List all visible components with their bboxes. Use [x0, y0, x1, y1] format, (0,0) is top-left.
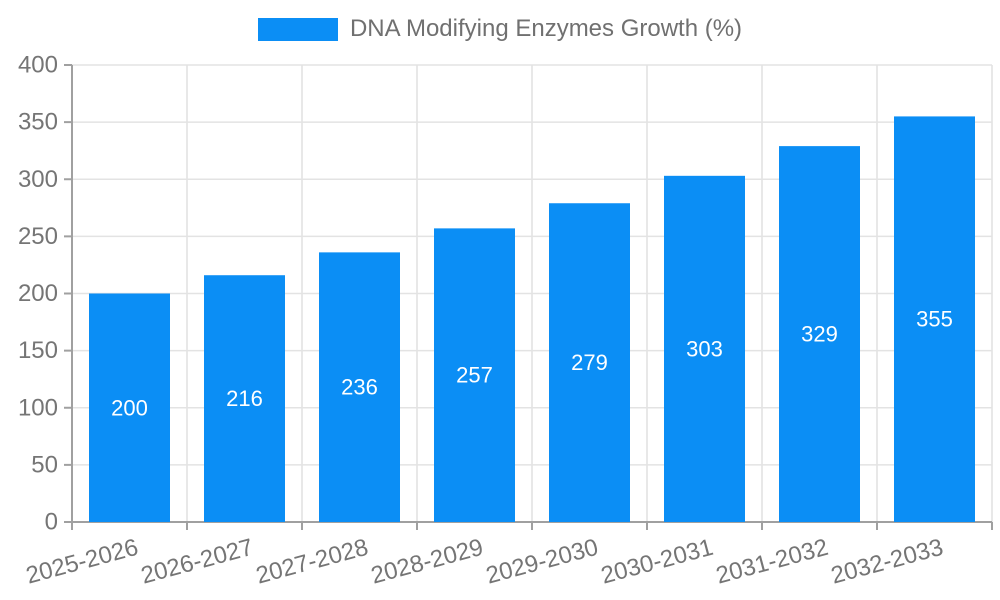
bar-value-label: 257 [456, 363, 493, 388]
x-axis-label: 2032-2033 [828, 534, 946, 590]
bar-2028-2029[interactable] [434, 228, 515, 522]
x-axis-label: 2029-2030 [483, 534, 601, 590]
bar-2029-2030[interactable] [549, 203, 630, 522]
y-axis-tick-label: 400 [18, 52, 58, 79]
bar-2032-2033[interactable] [894, 116, 975, 522]
y-axis-tick-label: 300 [18, 166, 58, 193]
bar-value-label: 303 [686, 336, 723, 361]
y-axis-tick-label: 250 [18, 223, 58, 250]
bar-2026-2027[interactable] [204, 275, 285, 522]
x-axis-label: 2025-2026 [23, 534, 141, 590]
y-axis-tick-label: 0 [45, 509, 58, 536]
bar-2031-2032[interactable] [779, 146, 860, 522]
bar-value-label: 236 [341, 375, 378, 400]
legend: DNA Modifying Enzymes Growth (%) [0, 15, 1000, 43]
bar-value-label: 355 [916, 307, 953, 332]
y-axis-tick-label: 200 [18, 280, 58, 307]
bar-2025-2026[interactable] [89, 293, 170, 523]
y-axis-tick-label: 50 [31, 451, 58, 478]
bar-2030-2031[interactable] [664, 175, 745, 522]
legend-item[interactable]: DNA Modifying Enzymes Growth (%) [257, 15, 743, 43]
x-axis-label: 2027-2028 [253, 534, 371, 590]
bar-value-label: 216 [226, 386, 263, 411]
x-axis-label: 2031-2032 [713, 534, 831, 590]
x-axis-label: 2030-2031 [598, 534, 716, 590]
legend-swatch [257, 17, 338, 41]
bar-value-label: 329 [801, 322, 838, 347]
x-axis-label: 2028-2029 [368, 534, 486, 590]
y-axis-tick-label: 100 [18, 394, 58, 421]
legend-label: DNA Modifying Enzymes Growth (%) [349, 15, 743, 42]
y-axis-tick-label: 350 [18, 109, 58, 136]
bar-2027-2028[interactable] [319, 252, 400, 522]
y-axis-tick-label: 150 [18, 337, 58, 364]
x-axis-label: 2026-2027 [138, 534, 256, 590]
bar-value-label: 279 [571, 350, 608, 375]
bar-value-label: 200 [111, 395, 148, 420]
